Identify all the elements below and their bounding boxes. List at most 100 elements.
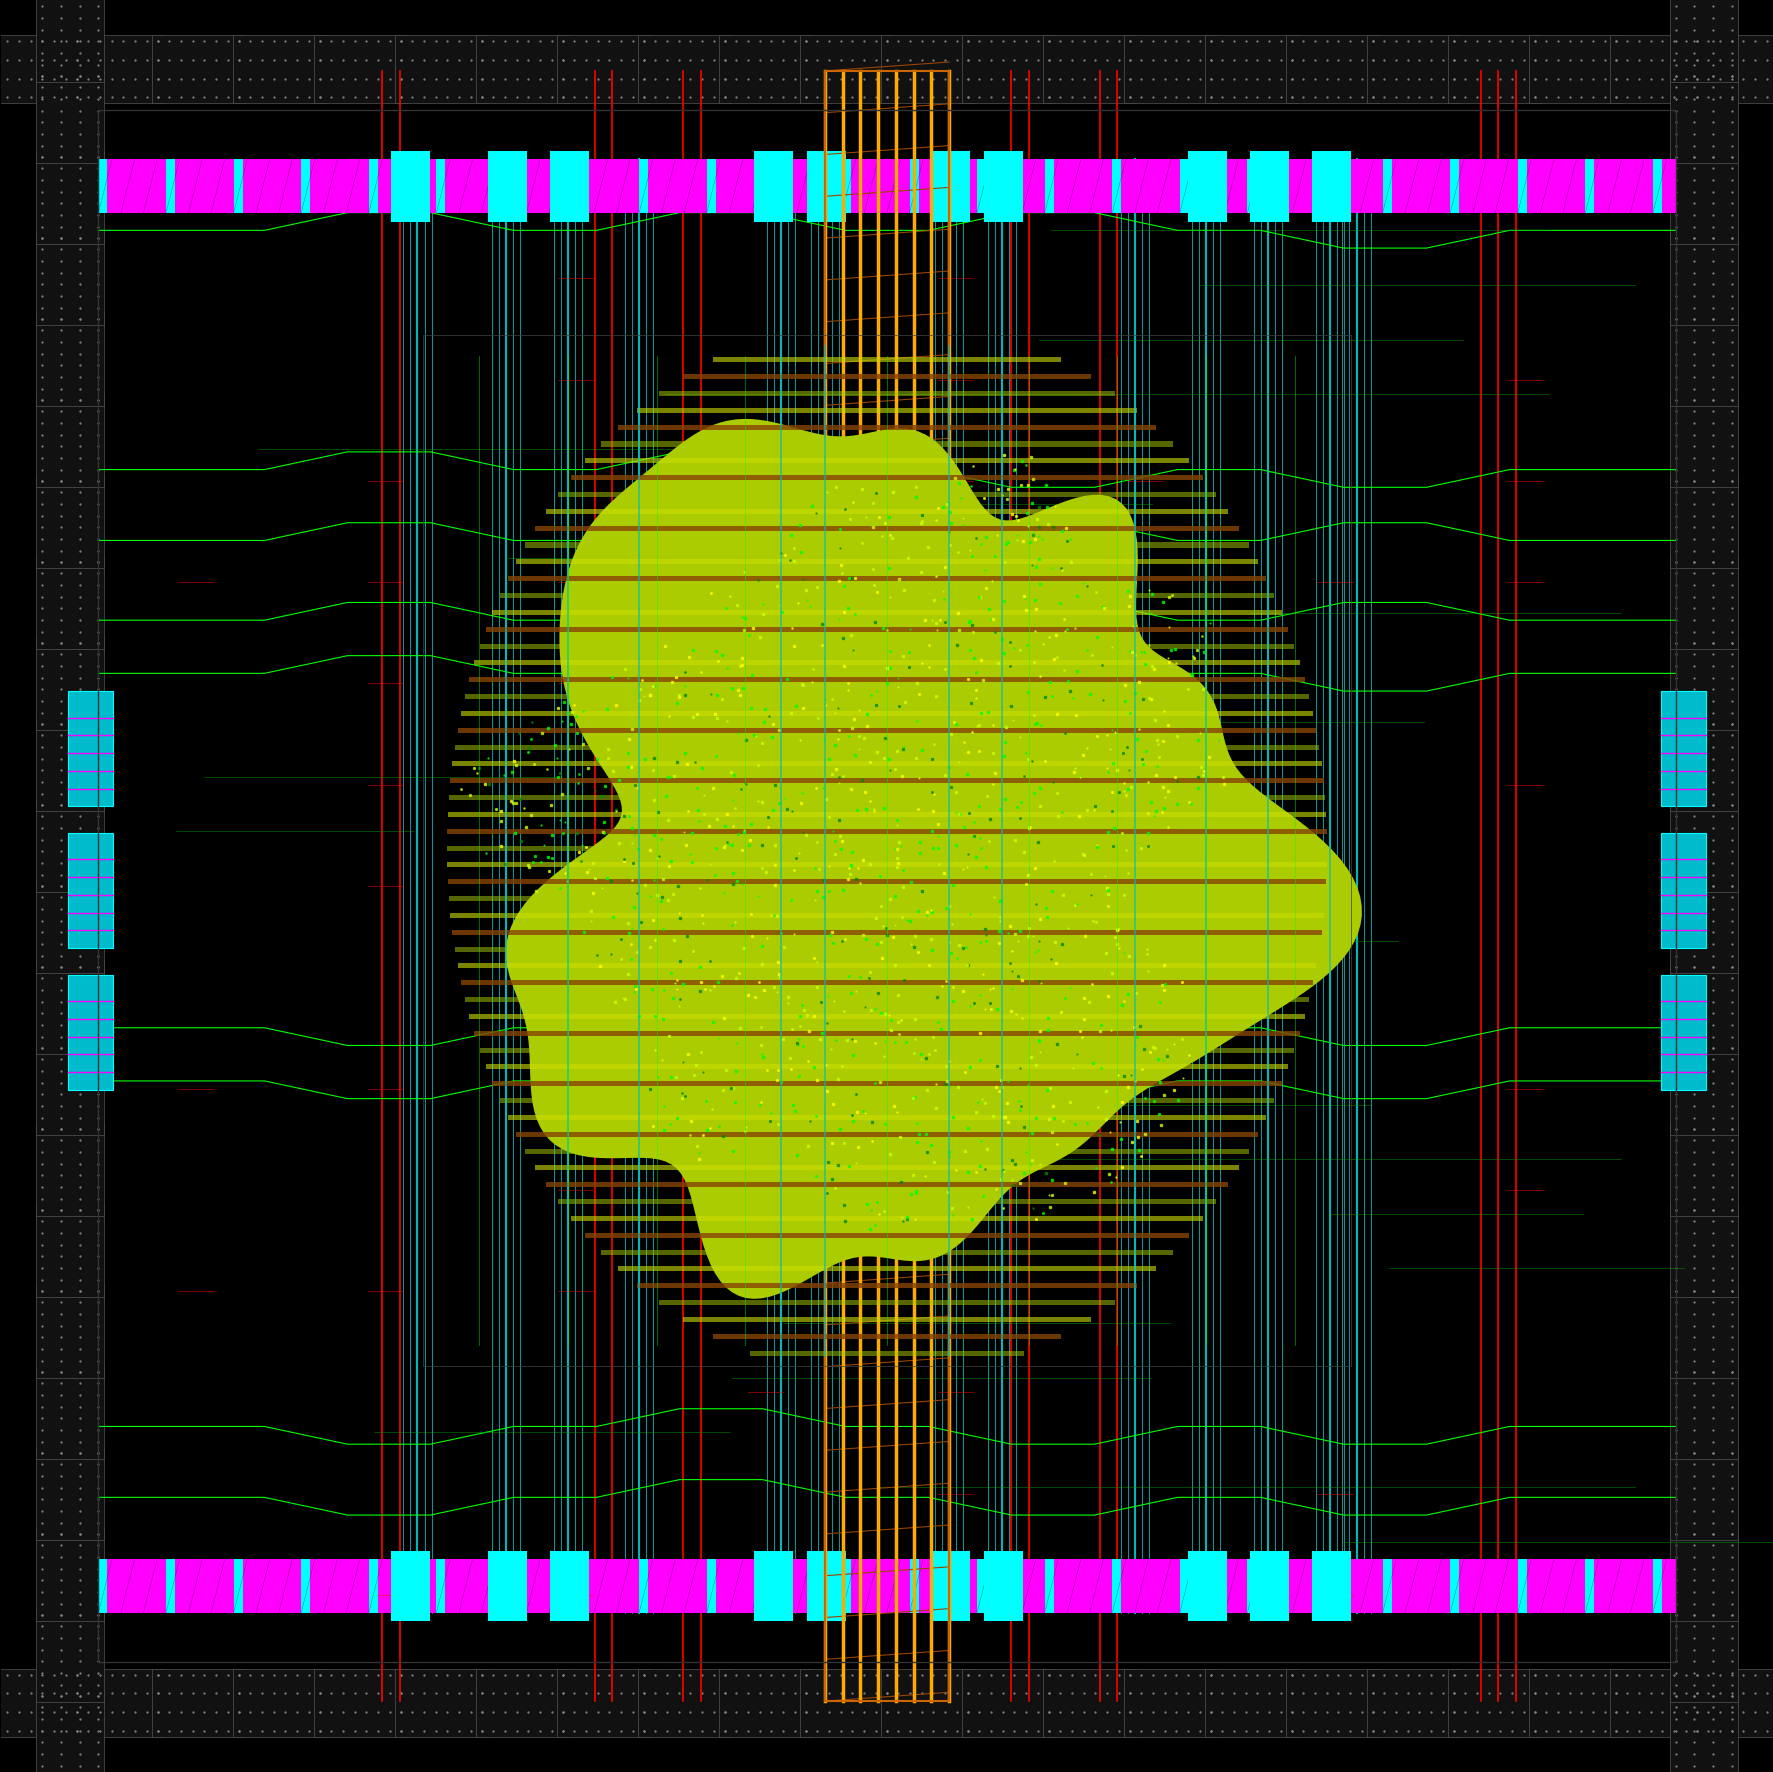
Bar xyxy=(234,1559,243,1613)
FancyBboxPatch shape xyxy=(1670,314,1736,406)
FancyBboxPatch shape xyxy=(1043,35,1135,103)
FancyBboxPatch shape xyxy=(37,395,103,487)
FancyBboxPatch shape xyxy=(37,1285,103,1377)
Bar xyxy=(807,151,846,222)
Bar xyxy=(1044,159,1053,213)
Bar xyxy=(1449,1559,1459,1613)
Bar xyxy=(535,526,1238,532)
FancyBboxPatch shape xyxy=(477,35,567,103)
FancyBboxPatch shape xyxy=(37,638,103,730)
Bar xyxy=(504,1559,512,1613)
FancyBboxPatch shape xyxy=(37,1529,103,1621)
FancyBboxPatch shape xyxy=(1670,881,1736,973)
Bar xyxy=(301,159,310,213)
Bar xyxy=(775,159,784,213)
FancyBboxPatch shape xyxy=(71,35,163,103)
Bar xyxy=(977,1559,986,1613)
FancyBboxPatch shape xyxy=(37,1205,103,1297)
FancyBboxPatch shape xyxy=(234,1669,326,1737)
Bar xyxy=(500,594,1273,599)
FancyBboxPatch shape xyxy=(37,314,103,406)
Bar xyxy=(807,1550,846,1621)
Bar xyxy=(1312,151,1351,222)
Bar xyxy=(1246,1559,1255,1613)
FancyBboxPatch shape xyxy=(1670,71,1736,163)
Bar xyxy=(390,1550,429,1621)
Bar xyxy=(931,1550,970,1621)
Bar xyxy=(1449,159,1459,213)
Bar xyxy=(447,829,1326,835)
Bar xyxy=(706,159,715,213)
FancyBboxPatch shape xyxy=(37,71,103,163)
FancyBboxPatch shape xyxy=(1670,232,1736,324)
Bar xyxy=(1314,1559,1323,1613)
FancyBboxPatch shape xyxy=(1447,35,1539,103)
FancyBboxPatch shape xyxy=(800,35,892,103)
Bar xyxy=(546,1182,1227,1187)
FancyBboxPatch shape xyxy=(1610,1669,1702,1737)
Bar xyxy=(167,1559,176,1613)
FancyBboxPatch shape xyxy=(37,799,103,891)
Bar xyxy=(525,1148,1248,1154)
Bar xyxy=(1188,1550,1227,1621)
Bar xyxy=(470,677,1303,682)
Bar xyxy=(234,159,243,213)
Bar xyxy=(910,1559,918,1613)
Bar xyxy=(683,374,1090,379)
Bar xyxy=(457,728,1316,734)
Bar xyxy=(637,1283,1136,1288)
Bar xyxy=(488,151,527,222)
Bar xyxy=(713,358,1060,363)
Bar xyxy=(516,1132,1257,1138)
FancyBboxPatch shape xyxy=(881,1669,973,1737)
Bar xyxy=(1585,159,1594,213)
Bar xyxy=(452,762,1321,766)
Bar xyxy=(99,159,108,213)
Bar xyxy=(449,897,1324,900)
FancyBboxPatch shape xyxy=(1285,1669,1378,1737)
Bar xyxy=(69,975,112,1090)
Bar xyxy=(447,863,1326,868)
FancyBboxPatch shape xyxy=(1670,962,1736,1054)
FancyBboxPatch shape xyxy=(1043,1669,1135,1737)
FancyBboxPatch shape xyxy=(963,1669,1053,1737)
FancyBboxPatch shape xyxy=(881,35,973,103)
Bar xyxy=(1179,1559,1188,1613)
Bar xyxy=(450,913,1323,918)
Bar xyxy=(454,744,1319,750)
Bar xyxy=(601,1249,1172,1255)
Bar xyxy=(750,1350,1023,1356)
Bar xyxy=(479,643,1294,649)
Bar xyxy=(571,159,580,213)
Bar xyxy=(465,998,1308,1003)
FancyBboxPatch shape xyxy=(0,35,83,103)
FancyBboxPatch shape xyxy=(37,151,103,243)
Bar xyxy=(525,542,1248,548)
FancyBboxPatch shape xyxy=(395,1669,488,1737)
Bar xyxy=(301,1559,310,1613)
FancyBboxPatch shape xyxy=(1670,1609,1736,1701)
FancyBboxPatch shape xyxy=(37,881,103,973)
FancyBboxPatch shape xyxy=(1690,1669,1773,1737)
FancyBboxPatch shape xyxy=(37,1690,103,1772)
FancyBboxPatch shape xyxy=(1285,35,1378,103)
Bar xyxy=(99,159,1674,213)
Bar xyxy=(601,441,1172,447)
Bar xyxy=(1518,1559,1527,1613)
FancyBboxPatch shape xyxy=(1367,1669,1459,1737)
FancyBboxPatch shape xyxy=(1670,799,1736,891)
Polygon shape xyxy=(505,418,1362,1299)
Bar xyxy=(842,1559,851,1613)
Bar xyxy=(486,1065,1287,1069)
FancyBboxPatch shape xyxy=(1690,35,1773,103)
FancyBboxPatch shape xyxy=(152,1669,245,1737)
Bar xyxy=(504,159,512,213)
Bar xyxy=(558,493,1215,498)
Bar xyxy=(658,392,1115,397)
FancyBboxPatch shape xyxy=(1367,35,1459,103)
FancyBboxPatch shape xyxy=(37,1448,103,1540)
Bar xyxy=(1112,159,1121,213)
FancyBboxPatch shape xyxy=(1670,395,1736,487)
Bar xyxy=(658,1301,1115,1304)
Bar xyxy=(984,1550,1023,1621)
